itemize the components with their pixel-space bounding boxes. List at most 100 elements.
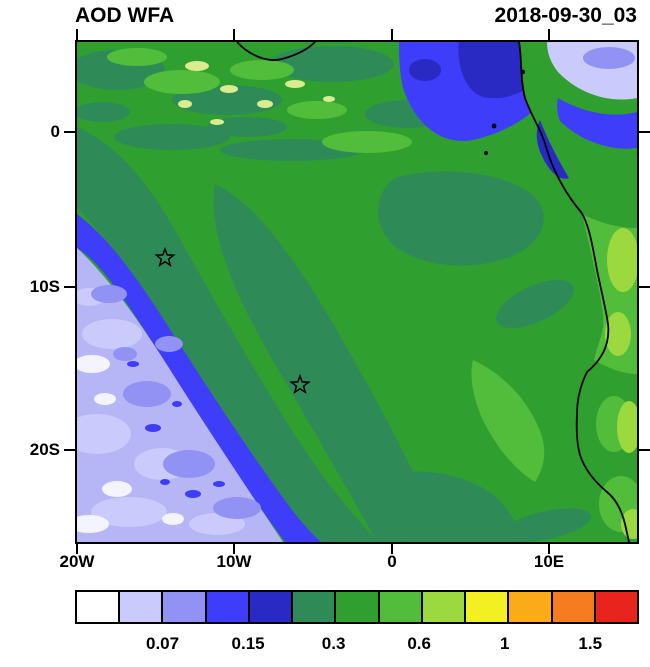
axis-tick [548, 29, 550, 40]
colorbar-cell [293, 592, 337, 622]
teal-streak [496, 279, 574, 329]
white-patches [77, 355, 184, 533]
axis-tick [639, 131, 650, 133]
lowest-aod-patch [94, 393, 116, 405]
colorbar-cell [422, 592, 467, 622]
island-dot-2 [484, 151, 488, 155]
axis-tick [76, 29, 78, 40]
colorbar-cell [595, 592, 638, 622]
plume-light-patch [322, 131, 412, 153]
colorbar-cell [163, 592, 207, 622]
east-teal-blob [377, 171, 544, 266]
colorbar-tick-label: 0.07 [145, 634, 180, 653]
x-axis-label-20w: 20W [59, 552, 95, 571]
axis-tick [233, 544, 235, 554]
blue-speck [213, 481, 225, 487]
periwinkle-patch [155, 336, 183, 352]
plume-light-patch [230, 60, 294, 80]
colorbar-cell [77, 592, 121, 622]
blue-speck [172, 401, 182, 407]
plume-pale-speck [257, 100, 273, 108]
low-aod-patch [77, 414, 131, 454]
colorbar-tick-label: 0.6 [407, 634, 431, 653]
colorbar-cell [379, 592, 423, 622]
axis-tick [64, 131, 75, 133]
land-blue-band [557, 98, 637, 149]
axis-tick [233, 29, 235, 40]
blue-speck [160, 479, 170, 485]
land-pale-green-patch [617, 401, 637, 453]
lowest-aod-patch [77, 515, 109, 533]
sw-blue-band [77, 214, 321, 542]
axis-tick [391, 29, 393, 40]
axis-tick [76, 544, 78, 554]
plot-timestamp: 2018-09-30_03 [494, 4, 637, 27]
colorbar-tick-label: 0.15 [231, 634, 265, 653]
blue-speck [127, 361, 139, 367]
blue-specks [127, 361, 225, 498]
axis-tick [639, 449, 650, 451]
plume-light-patch [107, 48, 167, 66]
lavender-patches [77, 288, 245, 535]
lowest-aod-patch [162, 513, 184, 525]
teal-streak [502, 508, 592, 542]
plot-title: AOD WFA [75, 4, 175, 27]
y-axis-label-20s: 20S [29, 440, 60, 459]
low-aod-patch [82, 319, 142, 349]
axis-tick [64, 286, 75, 288]
colorbar-cell [249, 592, 294, 622]
coastline-west-africa [518, 42, 630, 542]
axis-tick [391, 544, 393, 554]
plume-pale-speck [323, 96, 335, 102]
colorbar-cell [206, 592, 250, 622]
ne-navy-patches [409, 59, 441, 81]
se-light-green-wedge [471, 360, 545, 482]
periwinkle-patch [113, 347, 137, 361]
plume-dark-patch [207, 117, 287, 137]
colorbar-cell [552, 592, 596, 622]
x-axis-label-10w: 10W [216, 552, 252, 571]
teal-streaks [496, 279, 592, 542]
aod-map [77, 42, 637, 542]
blue-speck [145, 424, 161, 432]
periwinkle-patches [91, 285, 261, 519]
colorbar-tick-label: 0.3 [321, 634, 346, 653]
coastal-navy-strip [536, 120, 569, 179]
low-aod-patch [91, 497, 167, 527]
plume-light-patch [287, 101, 347, 119]
axis-tick [64, 449, 75, 451]
x-axis-label-0: 0 [387, 552, 397, 571]
colorbar-cell [120, 592, 164, 622]
plume-dark-patch [114, 124, 230, 150]
lowest-aod-patch [102, 481, 132, 497]
plume-pale-speck [210, 119, 224, 125]
island-dot-3 [520, 69, 526, 75]
sw-teal-band [77, 127, 379, 542]
blue-speck [185, 490, 201, 498]
colorbar-cell [466, 592, 510, 622]
central-teal-swath [213, 184, 445, 542]
periwinkle-patch [123, 381, 171, 407]
plume-pale-speck [285, 80, 305, 88]
land-pale-green-patch [605, 312, 631, 356]
y-axis-label-0: 0 [50, 122, 60, 141]
plume-dark-patch [77, 102, 130, 122]
north-plume-texture-pale [178, 61, 335, 125]
south-teal-wedge [375, 471, 523, 542]
colorbar-tick-label: 1.5 [578, 634, 603, 653]
periwinkle-patch [213, 497, 261, 519]
y-axis-label-10s: 10S [29, 277, 60, 296]
plume-pale-speck [185, 61, 209, 71]
plume-light-patch [144, 70, 220, 94]
periwinkle-patch [91, 285, 127, 303]
north-plume-texture-light [107, 48, 412, 153]
plume-pale-speck [220, 85, 238, 93]
land-pale-green-patch [621, 509, 637, 539]
coastline-gulf-of-guinea [236, 42, 316, 61]
axis-tick [639, 286, 650, 288]
land-periwinkle-patch [583, 47, 635, 69]
colorbar-tick-label: 1 [499, 634, 510, 653]
plume-dark-patch [270, 46, 394, 82]
periwinkle-patch [163, 450, 215, 478]
